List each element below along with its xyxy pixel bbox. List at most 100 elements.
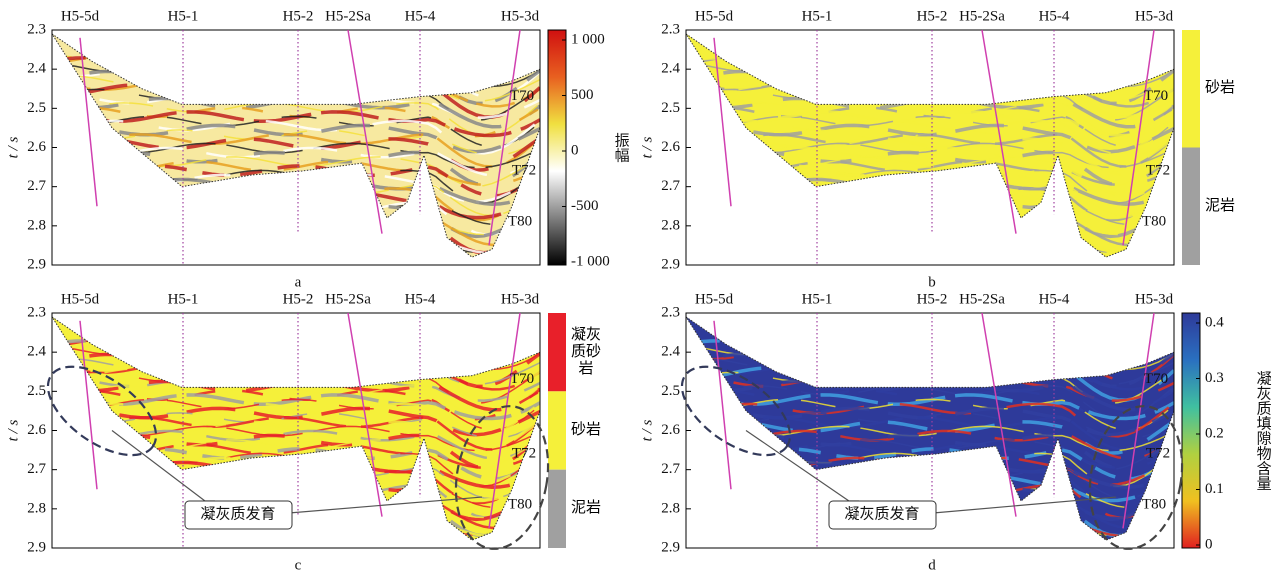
- horizon-label: T80: [508, 213, 532, 229]
- well-label: H5-3d: [1135, 291, 1174, 307]
- horizon-label: T70: [510, 88, 534, 104]
- well-label: H5-2: [917, 291, 948, 307]
- y-tick-label: 2.7: [27, 178, 46, 194]
- colorbar-label: 泥岩: [570, 500, 601, 517]
- horizon-label: T72: [512, 162, 536, 178]
- texture-stripe: [52, 393, 540, 421]
- section-texture: [686, 331, 1174, 541]
- texture-stripe: [686, 115, 1174, 148]
- texture-stripe: [686, 102, 1174, 137]
- texture-stripe: [52, 412, 540, 439]
- well-track: [981, 29, 1017, 234]
- well-track: [713, 320, 732, 490]
- highlight: [680, 365, 792, 457]
- texture-stripe: [52, 48, 540, 79]
- colorbar-segment: [1182, 147, 1200, 265]
- colorbar-segment: [548, 391, 566, 470]
- well-label: H5-3d: [1135, 8, 1174, 24]
- texture-stripe: [686, 358, 1174, 386]
- well-track: [1122, 29, 1155, 246]
- well-track: [488, 29, 521, 246]
- colorbar-tick-label: 1 000: [571, 31, 605, 47]
- texture-stripe: [52, 133, 540, 168]
- well-track: [347, 29, 383, 234]
- texture-stripe: [686, 129, 1174, 156]
- well-label: H5-2Sa: [325, 8, 371, 24]
- highlight: [46, 365, 158, 457]
- texture-stripe: [686, 119, 1174, 155]
- texture-stripe: [52, 402, 540, 438]
- y-tick-label: 2.7: [661, 178, 680, 194]
- colorbar-tick-label: 0: [1205, 536, 1213, 552]
- texture-stripe: [686, 402, 1174, 438]
- highlight: [1088, 405, 1184, 550]
- y-tick-label: 2.9: [27, 256, 46, 272]
- well-track: [1122, 312, 1155, 529]
- panel-label: b: [928, 274, 936, 290]
- section-fill: [686, 316, 1174, 541]
- horizon-label: T70: [510, 371, 534, 387]
- well-label: H5-5d: [61, 291, 100, 307]
- well-label: H5-2Sa: [959, 8, 1005, 24]
- colorbar-label-box: 泥岩: [570, 500, 601, 517]
- texture-stripe: [52, 115, 540, 148]
- colorbar-tick-label: -500: [571, 198, 599, 214]
- well-track: [981, 312, 1017, 517]
- well-label: H5-1: [802, 8, 833, 24]
- colorbar-segment: [548, 313, 566, 392]
- section-texture: [686, 48, 1174, 258]
- colorbar-label: 凝灰质砂岩: [570, 326, 601, 377]
- horizon-label: T72: [512, 445, 536, 461]
- horizon-label: T70: [1144, 88, 1168, 104]
- colorbar-label-box: 砂岩: [570, 422, 601, 438]
- annotation-box: [828, 500, 937, 530]
- colorbar-label: 砂岩: [570, 422, 601, 438]
- horizon-label: T80: [1142, 496, 1166, 512]
- y-axis-label: t / s: [639, 420, 655, 442]
- y-tick-label: 2.4: [27, 344, 46, 360]
- section-fill: [52, 33, 540, 258]
- y-tick-label: 2.5: [661, 383, 680, 399]
- well-track: [347, 312, 383, 517]
- texture-stripe: [686, 398, 1174, 431]
- colorbar-tick-label: 0: [571, 142, 579, 158]
- y-axis-label: t / s: [5, 137, 21, 159]
- colorbar: [547, 29, 567, 266]
- colorbar-label-box: 凝灰质砂岩: [570, 326, 601, 377]
- panel-label: a: [295, 274, 302, 290]
- y-tick-label: 2.3: [661, 21, 680, 37]
- colorbar-tick-label: -1 000: [571, 253, 610, 269]
- texture-stripe: [686, 110, 1174, 138]
- leader: [935, 496, 1117, 514]
- well-label: H5-2: [283, 291, 314, 307]
- colorbar-title: 振幅: [613, 133, 630, 163]
- section-texture: [52, 331, 540, 541]
- well-track: [713, 37, 732, 207]
- texture-stripe: [52, 110, 540, 138]
- horizon-label: T70: [1144, 371, 1168, 387]
- colorbar-label: 泥岩: [1204, 197, 1235, 214]
- highlight: [454, 405, 550, 550]
- well-label: H5-4: [405, 291, 436, 307]
- colorbar-tick-label: 0.1: [1205, 481, 1224, 497]
- y-tick-label: 2.8: [661, 217, 680, 233]
- texture-stripe: [686, 385, 1174, 420]
- y-tick-label: 2.4: [661, 344, 680, 360]
- colorbar-label-box: 泥岩: [1204, 197, 1235, 214]
- well-track: [79, 37, 98, 207]
- colorbar-title: 凝灰质填隙物含量: [1255, 371, 1272, 491]
- colorbar: [1181, 312, 1201, 549]
- texture-stripe: [686, 412, 1174, 439]
- texture-stripe: [52, 331, 540, 362]
- y-tick-label: 2.8: [27, 217, 46, 233]
- well-track: [488, 312, 521, 529]
- texture-stripe: [686, 48, 1174, 79]
- y-tick-label: 2.8: [661, 500, 680, 516]
- well-track: [79, 320, 98, 490]
- texture-stripe: [686, 393, 1174, 421]
- y-tick-label: 2.4: [27, 61, 46, 77]
- texture-stripe: [686, 133, 1174, 168]
- well-label: H5-1: [168, 291, 199, 307]
- y-tick-label: 2.3: [661, 304, 680, 320]
